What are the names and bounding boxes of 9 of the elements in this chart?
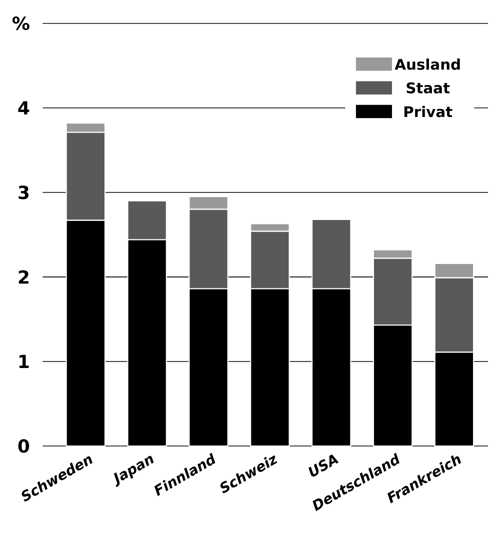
legend-label: Staat [406,82,450,94]
y-tick-label: 0 [18,439,30,453]
legend-label: Privat [404,106,452,118]
legend-label: Ausland [394,58,460,70]
y-tick-label: 2 [18,270,28,284]
y-tick-label: % [12,16,30,30]
y-tick-label: 4 [18,101,30,114]
y-tick-label: 1 [19,354,29,368]
y-tick-label: 3 [18,186,29,200]
